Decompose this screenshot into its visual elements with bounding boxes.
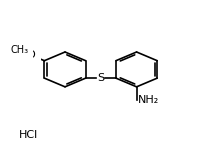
- Text: S: S: [97, 73, 104, 83]
- Text: CH₃: CH₃: [10, 45, 28, 55]
- Text: O: O: [26, 50, 35, 60]
- Text: NH₂: NH₂: [138, 95, 160, 105]
- Text: HCl: HCl: [19, 130, 39, 140]
